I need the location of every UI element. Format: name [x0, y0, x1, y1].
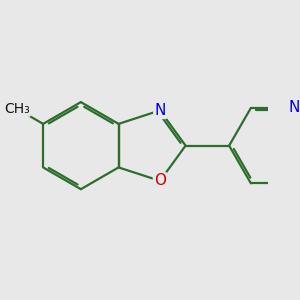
- Text: CH₃: CH₃: [4, 102, 30, 116]
- Text: O: O: [154, 173, 166, 188]
- Text: N: N: [154, 103, 166, 118]
- Text: N: N: [289, 100, 300, 116]
